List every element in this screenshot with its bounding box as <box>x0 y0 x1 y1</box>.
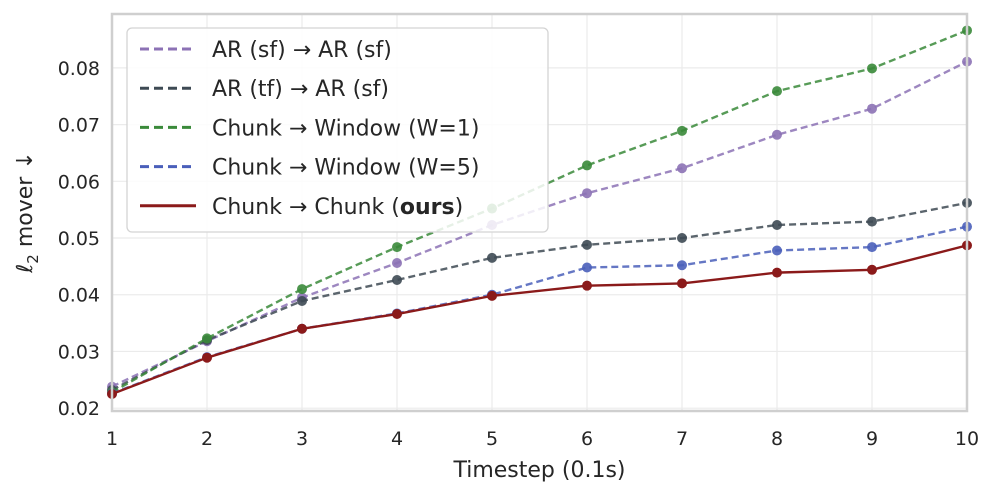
data-point <box>202 333 212 344</box>
x-tick-label: 3 <box>296 428 308 450</box>
data-point <box>392 257 402 268</box>
legend-label: Chunk → Window (W=1) <box>212 116 479 141</box>
y-tick-label: 0.05 <box>58 228 100 250</box>
data-point <box>582 160 592 171</box>
data-point <box>392 309 402 320</box>
data-point <box>867 103 877 114</box>
legend-label-part: ) <box>455 195 464 220</box>
legend-label-part: Chunk → Window (W=5) <box>212 156 479 181</box>
legend-item: Chunk → Window (W=1) <box>140 116 479 141</box>
data-point <box>487 290 497 301</box>
y-axis-label-subscript: 2 <box>24 254 42 264</box>
data-point <box>677 233 687 244</box>
y-tick-label: 0.02 <box>58 398 100 420</box>
data-point <box>867 264 877 275</box>
y-tick-label: 0.04 <box>58 285 100 307</box>
x-tick-labels: 1 2 3 4 5 6 7 8 9 10 <box>106 428 979 450</box>
plot-frame <box>110 12 969 413</box>
series-line <box>111 225 968 395</box>
data-point <box>392 242 402 253</box>
data-point <box>582 239 592 250</box>
x-tick-label: 10 <box>955 428 979 450</box>
data-point <box>297 284 307 295</box>
legend-label-part: AR (tf) → AR (sf) <box>212 77 389 102</box>
data-point <box>677 125 687 136</box>
data-point <box>582 280 592 291</box>
data-point <box>582 188 592 199</box>
legend-label: AR (tf) → AR (sf) <box>212 77 389 102</box>
series-line <box>111 244 968 396</box>
data-point <box>772 86 782 97</box>
x-tick-label: 4 <box>391 428 403 450</box>
y-axis-label: ℓ2 mover ↓ <box>13 151 42 274</box>
legend-box <box>126 27 549 233</box>
x-tick-label: 9 <box>866 428 878 450</box>
y-axis-label-variable: ℓ <box>13 264 38 274</box>
data-point <box>772 129 782 140</box>
data-point <box>677 163 687 174</box>
data-point <box>582 262 592 273</box>
data-point <box>297 295 307 306</box>
x-tick-label: 2 <box>201 428 213 450</box>
data-point <box>867 216 877 227</box>
y-axis-label-rest: mover ↓ <box>13 151 38 254</box>
data-point <box>202 352 212 363</box>
x-axis-label: Timestep (0.1s) <box>452 458 625 483</box>
y-tick-label: 0.06 <box>58 171 100 193</box>
x-tick-label: 8 <box>771 428 783 450</box>
legend: AR (sf) → AR (sf) AR (tf) → AR (sf) Chunk … <box>126 27 549 233</box>
legend-label: Chunk → Chunk (ours) <box>212 195 463 220</box>
series-5 <box>107 240 972 399</box>
y-tick-label: 0.03 <box>58 341 100 363</box>
data-point <box>677 278 687 289</box>
legend-label: AR (sf) → AR (sf) <box>212 38 392 63</box>
data-point <box>772 267 782 278</box>
y-tick-label: 0.08 <box>58 58 100 80</box>
legend-label-part: Chunk → Chunk ( <box>212 195 400 220</box>
x-tick-label: 1 <box>106 428 118 450</box>
data-point <box>867 63 877 74</box>
legend-item: AR (tf) → AR (sf) <box>140 77 389 102</box>
y-tick-label: 0.07 <box>58 115 100 137</box>
data-point <box>487 252 497 263</box>
data-point <box>867 242 877 253</box>
series-line <box>111 201 968 392</box>
legend-label-part: Chunk → Window (W=1) <box>212 116 479 141</box>
x-tick-label: 6 <box>581 428 593 450</box>
legend-item: AR (sf) → AR (sf) <box>140 38 392 63</box>
legend-label-bold: ours <box>400 195 455 220</box>
data-point <box>677 260 687 271</box>
legend-label-part: AR (sf) → AR (sf) <box>212 38 392 63</box>
legend-item: Chunk → Chunk (ours) <box>140 195 463 220</box>
x-tick-label: 7 <box>676 428 688 450</box>
data-point <box>772 245 782 256</box>
x-tick-label: 5 <box>486 428 498 450</box>
data-point <box>297 323 307 334</box>
data-point <box>392 274 402 285</box>
data-point <box>772 219 782 230</box>
legend-label: Chunk → Window (W=5) <box>212 156 479 181</box>
y-tick-labels: 0.02 0.03 0.04 0.05 0.06 0.07 0.08 <box>58 58 100 420</box>
legend-item: Chunk → Window (W=5) <box>140 156 479 181</box>
